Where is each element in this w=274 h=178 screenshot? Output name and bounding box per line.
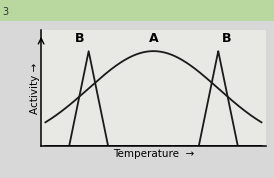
Y-axis label: Activity →: Activity → — [30, 62, 40, 114]
Text: 3: 3 — [3, 7, 9, 17]
Text: B: B — [222, 32, 232, 45]
Text: A: A — [149, 32, 158, 45]
X-axis label: Temperature  →: Temperature → — [113, 149, 194, 159]
Text: B: B — [75, 32, 85, 45]
